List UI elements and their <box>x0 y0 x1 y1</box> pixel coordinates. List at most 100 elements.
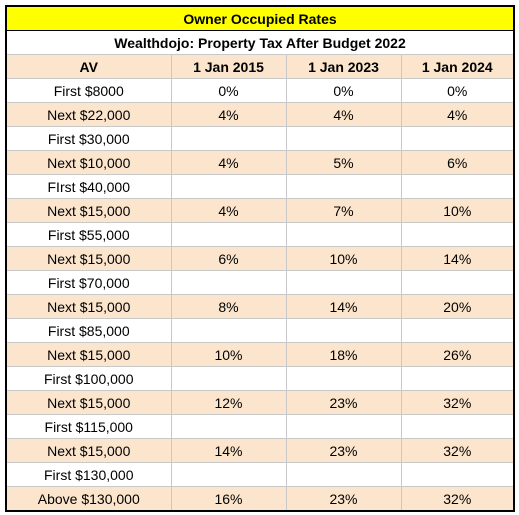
rate-cell <box>170 462 287 487</box>
rate-cell: 32% <box>400 486 515 512</box>
rate-cell: 4% <box>170 198 287 223</box>
data-row: Next $15,000 12% 23% 32% <box>5 390 515 415</box>
rate-cell: 5% <box>285 150 402 175</box>
rate-cell: 14% <box>400 246 515 271</box>
rate-cell <box>170 318 287 343</box>
rate-cell <box>170 174 287 199</box>
rate-cell: 4% <box>170 102 287 127</box>
rate-cell <box>285 462 402 487</box>
av-cell: Next $15,000 <box>5 390 172 415</box>
av-cell: Next $15,000 <box>5 438 172 463</box>
header-cell: 1 Jan 2023 <box>285 54 402 79</box>
data-row: First $55,000 <box>5 222 515 247</box>
rate-cell <box>285 318 402 343</box>
rate-cell: 10% <box>170 342 287 367</box>
rate-cell: 10% <box>285 246 402 271</box>
av-cell: FIrst $40,000 <box>5 174 172 199</box>
rate-cell: 14% <box>170 438 287 463</box>
av-cell: Next $22,000 <box>5 102 172 127</box>
rate-cell <box>170 414 287 439</box>
rate-cell <box>400 126 515 151</box>
rate-cell: 23% <box>285 438 402 463</box>
table-subtitle: Wealthdojo: Property Tax After Budget 20… <box>5 30 515 55</box>
header-cell: AV <box>5 54 172 79</box>
data-row: First $8000 0% 0% 0% <box>5 78 515 103</box>
data-row: Next $15,000 8% 14% 20% <box>5 294 515 319</box>
rate-cell: 18% <box>285 342 402 367</box>
av-cell: First $130,000 <box>5 462 172 487</box>
rate-cell: 4% <box>285 102 402 127</box>
rate-cell: 0% <box>285 78 402 103</box>
data-row: FIrst $40,000 <box>5 174 515 199</box>
av-cell: First $30,000 <box>5 126 172 151</box>
rate-cell: 8% <box>170 294 287 319</box>
table-body: Owner Occupied Rates Wealthdojo: Propert… <box>5 5 515 512</box>
rate-cell <box>285 270 402 295</box>
data-row: First $70,000 <box>5 270 515 295</box>
data-row: Next $10,000 4% 5% 6% <box>5 150 515 175</box>
rate-cell: 0% <box>170 78 287 103</box>
rate-cell <box>285 174 402 199</box>
data-row: First $115,000 <box>5 414 515 439</box>
rate-cell: 32% <box>400 438 515 463</box>
rate-cell <box>400 174 515 199</box>
rate-cell <box>285 366 402 391</box>
av-cell: Next $15,000 <box>5 198 172 223</box>
data-row: First $130,000 <box>5 462 515 487</box>
rate-cell: 6% <box>170 246 287 271</box>
data-row: First $85,000 <box>5 318 515 343</box>
rate-cell: 4% <box>170 150 287 175</box>
data-row: Next $15,000 4% 7% 10% <box>5 198 515 223</box>
av-cell: Next $15,000 <box>5 294 172 319</box>
rate-cell <box>170 126 287 151</box>
data-row: First $30,000 <box>5 126 515 151</box>
rate-cell <box>285 126 402 151</box>
av-cell: First $100,000 <box>5 366 172 391</box>
rate-cell: 16% <box>170 486 287 512</box>
rate-cell <box>285 222 402 247</box>
av-cell: Next $10,000 <box>5 150 172 175</box>
rates-table: Owner Occupied Rates Wealthdojo: Propert… <box>5 5 516 512</box>
rate-cell: 20% <box>400 294 515 319</box>
data-row: Next $15,000 10% 18% 26% <box>5 342 515 367</box>
rate-cell <box>170 270 287 295</box>
rate-cell: 23% <box>285 486 402 512</box>
rate-cell: 7% <box>285 198 402 223</box>
data-row: Next $15,000 6% 10% 14% <box>5 246 515 271</box>
rate-cell <box>170 222 287 247</box>
av-cell: First $55,000 <box>5 222 172 247</box>
rate-cell <box>400 222 515 247</box>
av-cell: First $70,000 <box>5 270 172 295</box>
rate-cell <box>170 366 287 391</box>
rate-cell <box>400 318 515 343</box>
av-cell: Next $15,000 <box>5 342 172 367</box>
rate-cell: 12% <box>170 390 287 415</box>
title-row: Owner Occupied Rates <box>5 5 515 31</box>
rate-cell: 4% <box>400 102 515 127</box>
header-row: AV 1 Jan 2015 1 Jan 2023 1 Jan 2024 <box>5 54 515 79</box>
data-row: First $100,000 <box>5 366 515 391</box>
av-cell: First $85,000 <box>5 318 172 343</box>
data-row: Above $130,000 16% 23% 32% <box>5 486 515 512</box>
rate-cell <box>285 414 402 439</box>
rate-cell: 23% <box>285 390 402 415</box>
rate-cell: 32% <box>400 390 515 415</box>
rate-cell: 0% <box>400 78 515 103</box>
av-cell: Above $130,000 <box>5 486 172 512</box>
av-cell: First $115,000 <box>5 414 172 439</box>
av-cell: Next $15,000 <box>5 246 172 271</box>
header-cell: 1 Jan 2024 <box>400 54 515 79</box>
rate-cell: 10% <box>400 198 515 223</box>
header-cell: 1 Jan 2015 <box>170 54 287 79</box>
rate-cell <box>400 366 515 391</box>
data-row: Next $15,000 14% 23% 32% <box>5 438 515 463</box>
av-cell: First $8000 <box>5 78 172 103</box>
rate-cell: 6% <box>400 150 515 175</box>
rate-cell <box>400 462 515 487</box>
table-title: Owner Occupied Rates <box>5 5 515 31</box>
subtitle-row: Wealthdojo: Property Tax After Budget 20… <box>5 30 515 55</box>
rate-cell: 14% <box>285 294 402 319</box>
rate-cell <box>400 270 515 295</box>
rate-cell: 26% <box>400 342 515 367</box>
